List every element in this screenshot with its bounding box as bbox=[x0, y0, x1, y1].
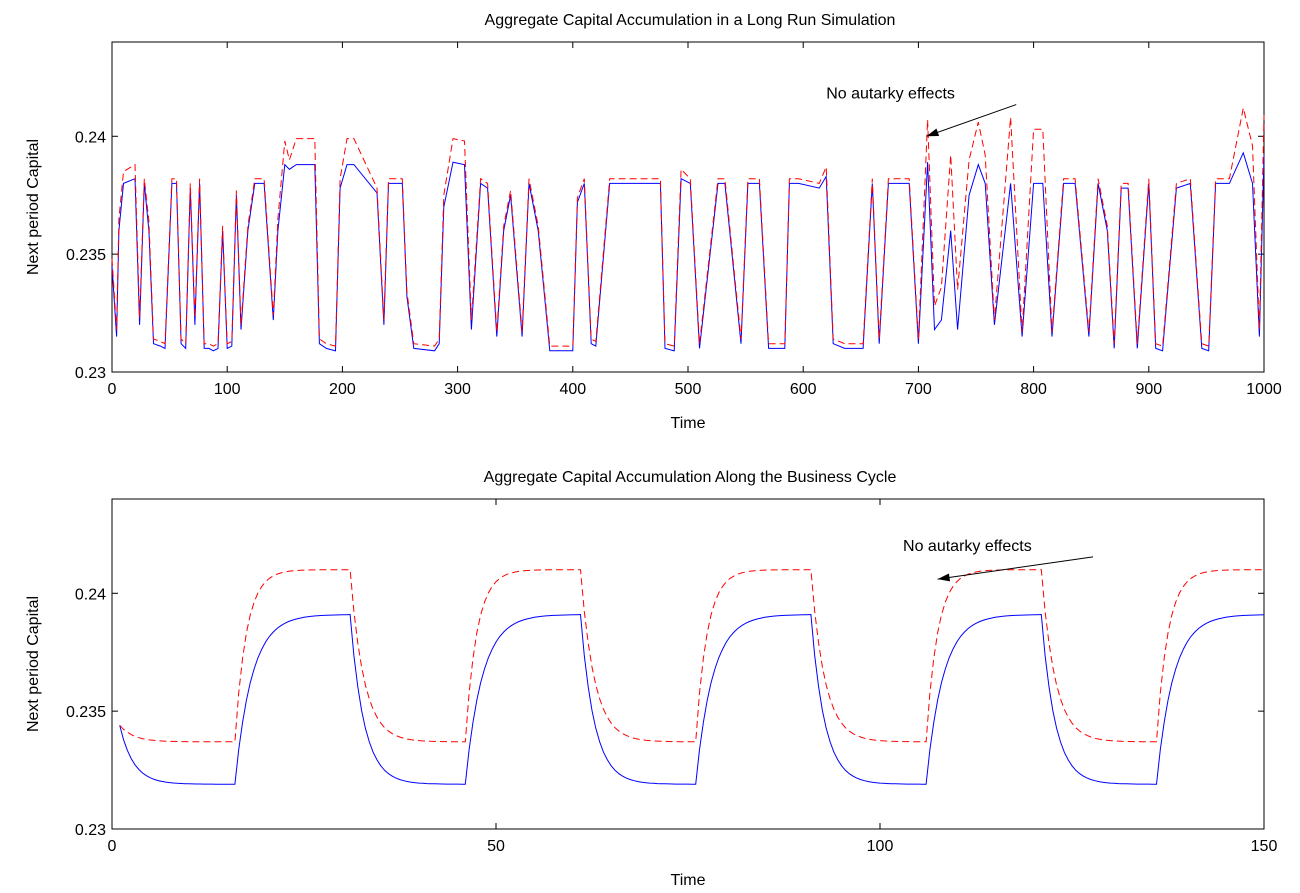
axis-ticks: 0 50 100 150 0.23 0.235 0.24 bbox=[66, 499, 1277, 855]
x-tick-label: 900 bbox=[1135, 381, 1162, 398]
plot-frame bbox=[111, 498, 1265, 830]
x-tick-label: 500 bbox=[675, 381, 702, 398]
x-tick-label: 1000 bbox=[1246, 381, 1282, 398]
x-tick-label: 800 bbox=[1020, 381, 1047, 398]
y-axis-label: Next period Capital bbox=[25, 139, 42, 275]
annotation-arrowhead bbox=[926, 128, 940, 137]
annotation-text: No autarky effects bbox=[903, 538, 1032, 555]
annotation-arrowhead bbox=[937, 573, 951, 582]
x-tick-label: 700 bbox=[905, 381, 932, 398]
red-dashed-series-line bbox=[111, 107, 1265, 347]
x-tick-label: 600 bbox=[790, 381, 817, 398]
x-tick-label: 400 bbox=[559, 381, 586, 398]
y-tick-label: 0.23 bbox=[75, 822, 106, 839]
y-tick-label: 0.23 bbox=[75, 365, 106, 382]
red-dashed-series-line bbox=[119, 569, 1264, 743]
y-tick-label: 0.235 bbox=[66, 704, 106, 721]
axis-ticks: 0 100 200 300 400 500 600 700 800 900 1000 0.23 0.23… bbox=[66, 42, 1282, 398]
annotation-arrow bbox=[926, 104, 1017, 137]
x-tick-label: 100 bbox=[214, 381, 241, 398]
blue-solid-series-line bbox=[111, 151, 1265, 352]
series-layer bbox=[119, 569, 1265, 785]
x-tick-label: 100 bbox=[867, 838, 894, 855]
business-cycle-chart: Aggregate Capital Accumulation Along the… bbox=[25, 469, 1277, 889]
x-tick-label: 50 bbox=[487, 838, 505, 855]
x-tick-label: 200 bbox=[329, 381, 356, 398]
annotation-arrow bbox=[937, 556, 1094, 580]
annotation: No autarky effects bbox=[826, 86, 1017, 137]
y-tick-label: 0.24 bbox=[75, 129, 106, 146]
y-tick-label: 0.235 bbox=[66, 247, 106, 264]
plot-frame bbox=[111, 41, 1265, 373]
x-tick-label: 0 bbox=[108, 838, 117, 855]
chart-title: Aggregate Capital Accumulation in a Long… bbox=[485, 12, 896, 29]
blue-solid-series-line bbox=[119, 613, 1265, 785]
x-axis-label: Time bbox=[671, 872, 706, 889]
x-tick-label: 300 bbox=[444, 381, 471, 398]
x-tick-label: 150 bbox=[1251, 838, 1278, 855]
y-tick-label: 0.24 bbox=[75, 586, 106, 603]
y-axis-label: Next period Capital bbox=[25, 596, 42, 732]
long-run-chart: Aggregate Capital Accumulation in a Long… bbox=[25, 12, 1282, 432]
annotation: No autarky effects bbox=[903, 538, 1094, 582]
series-layer bbox=[111, 107, 1265, 352]
chart-title: Aggregate Capital Accumulation Along the… bbox=[484, 469, 897, 486]
annotation-text: No autarky effects bbox=[826, 86, 955, 103]
x-axis-label: Time bbox=[671, 415, 706, 432]
x-tick-label: 0 bbox=[108, 381, 117, 398]
